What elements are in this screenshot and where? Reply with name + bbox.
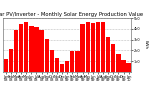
Bar xyxy=(60,64,64,72)
Bar xyxy=(106,37,110,72)
Bar xyxy=(96,22,100,72)
Title: Solar PV/Inverter - Monthly Solar Energy Production Value: Solar PV/Inverter - Monthly Solar Energy… xyxy=(0,12,143,17)
Bar xyxy=(91,23,95,72)
Bar xyxy=(24,22,28,72)
Bar xyxy=(75,52,80,72)
Bar xyxy=(14,30,18,72)
Bar xyxy=(4,59,8,72)
Bar xyxy=(44,39,49,72)
Y-axis label: kWh: kWh xyxy=(144,40,148,50)
Bar xyxy=(126,63,131,72)
Bar xyxy=(85,22,90,72)
Bar xyxy=(55,58,59,72)
Bar xyxy=(116,54,121,72)
Bar xyxy=(34,27,39,72)
Bar xyxy=(50,50,54,72)
Bar xyxy=(65,61,69,72)
Bar xyxy=(111,44,116,72)
Bar xyxy=(39,30,44,72)
Bar xyxy=(121,60,126,72)
Bar xyxy=(70,52,75,72)
Bar xyxy=(101,22,105,72)
Bar xyxy=(29,26,34,72)
Bar xyxy=(9,49,13,72)
Bar xyxy=(19,24,23,72)
Bar xyxy=(80,24,85,72)
